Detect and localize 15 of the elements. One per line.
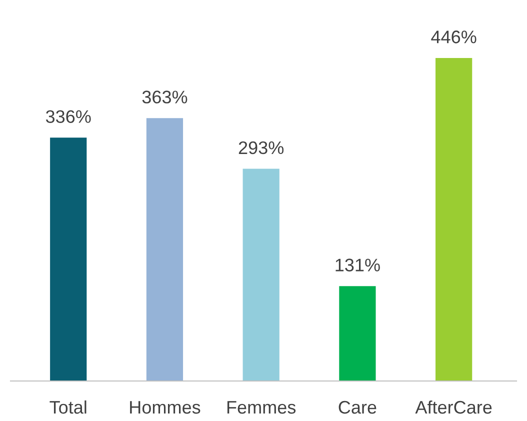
data-label: 293%: [238, 141, 284, 154]
bar: [436, 58, 472, 382]
data-label: 363%: [142, 90, 188, 104]
bar: [339, 286, 376, 382]
data-label: 446%: [431, 30, 476, 44]
x-tick-label: Femmes: [227, 401, 296, 414]
bar: [146, 118, 184, 382]
bar: [50, 138, 87, 382]
x-tick-label: AfterCare: [415, 400, 492, 414]
data-label: 336%: [46, 110, 91, 123]
bar: [242, 168, 280, 382]
data-label: 131%: [336, 258, 380, 272]
x-tick-label: Hommes: [130, 401, 200, 414]
x-tick-label: Care: [338, 400, 376, 414]
x-tick-label: Total: [50, 400, 86, 414]
